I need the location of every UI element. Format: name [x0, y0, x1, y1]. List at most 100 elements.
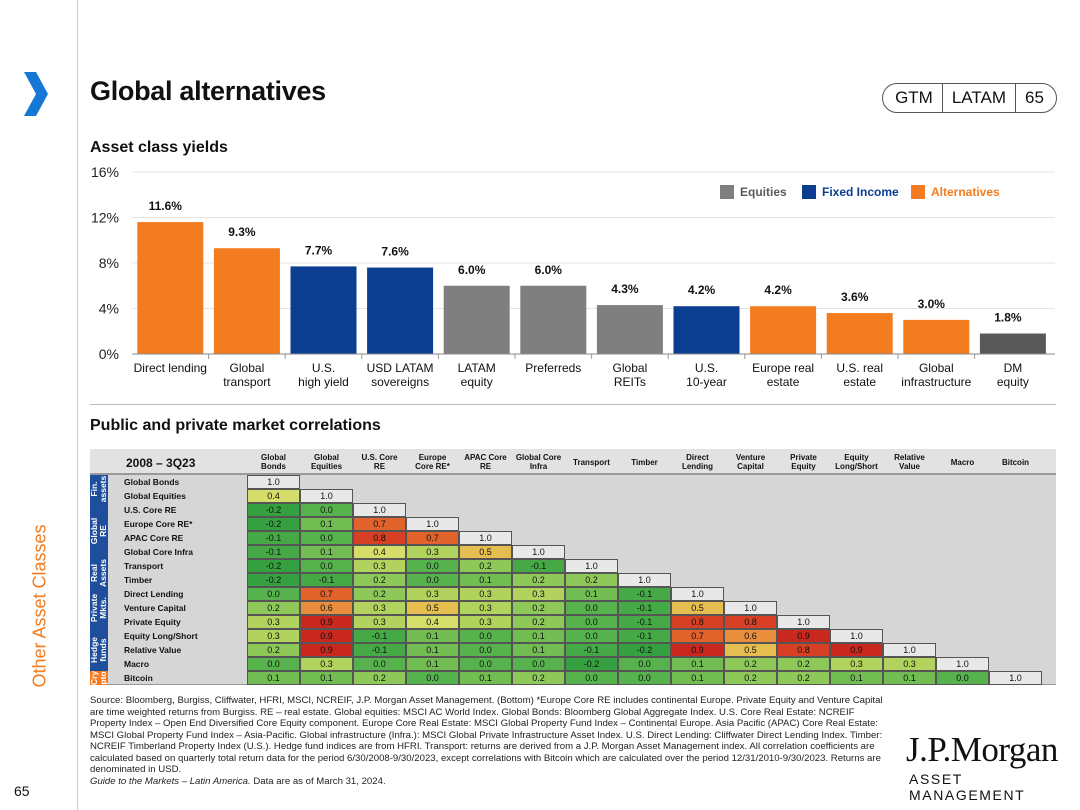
x-tick-label: high yield: [298, 375, 349, 389]
matrix-cell: 0.2: [512, 601, 565, 615]
matrix-cell: 0.2: [777, 671, 830, 685]
legend-swatch-equities: [720, 185, 734, 199]
matrix-cell: 0.9: [300, 643, 353, 657]
bar: [137, 222, 204, 354]
matrix-cell: 0.3: [830, 657, 883, 671]
page-title: Global alternatives: [90, 76, 326, 106]
x-tick-label: Global: [919, 361, 954, 375]
matrix-row-label: U.S. Core RE: [124, 505, 177, 515]
matrix-cell: 1.0: [777, 615, 830, 629]
matrix-cell: 0.3: [459, 601, 512, 615]
section-divider: [90, 404, 1056, 405]
bar-value-label: 9.3%: [228, 225, 256, 239]
matrix-row-label: Global Core Infra: [124, 547, 193, 557]
bar: [290, 266, 357, 354]
badge-gtm: GTM: [895, 88, 933, 107]
matrix-cell: -0.2: [565, 657, 618, 671]
page-number: 65: [14, 783, 30, 799]
matrix-cell: 0.0: [565, 671, 618, 685]
matrix-cell: -0.1: [618, 587, 671, 601]
matrix-cell: 1.0: [936, 657, 989, 671]
matrix-cell: 1.0: [830, 629, 883, 643]
matrix-cell: -0.1: [512, 559, 565, 573]
x-tick-label: equity: [461, 375, 493, 389]
matrix-cell: 0.0: [406, 671, 459, 685]
matrix-cell: 0.3: [512, 587, 565, 601]
sidebar: Other Asset Classes 65: [0, 0, 78, 810]
bar-value-label: 7.7%: [305, 243, 333, 257]
matrix-cell: -0.1: [247, 545, 300, 559]
x-tick-label: estate: [843, 375, 876, 389]
bar: [903, 319, 970, 354]
matrix-cell: 0.2: [724, 671, 777, 685]
correlation-matrix: 2008 – 3Q23 Global Bonds Global Equities U.S…: [89, 449, 1056, 687]
matrix-cell: -0.2: [618, 643, 671, 657]
matrix-cell: 0.3: [247, 629, 300, 643]
matrix-cell: -0.2: [247, 517, 300, 531]
matrix-cell: 0.3: [353, 615, 406, 629]
matrix-row-label: Venture Capital: [124, 603, 186, 613]
matrix-cell: 0.1: [565, 587, 618, 601]
matrix-cell: 0.1: [406, 629, 459, 643]
matrix-group-text: Global RE: [89, 517, 109, 545]
matrix-cell: 0.1: [671, 671, 724, 685]
matrix-group-text: Hedge funds: [89, 637, 109, 663]
matrix-cell: 0.7: [300, 587, 353, 601]
badge-divider: [941, 83, 943, 113]
y-tick-label: 4%: [99, 301, 119, 317]
matrix-column-header: Private Equity: [790, 453, 817, 471]
matrix-cell: -0.2: [247, 559, 300, 573]
matrix-group-label: Fin. assets: [89, 475, 108, 503]
x-tick-label: U.S.: [695, 361, 718, 375]
matrix-group-label: Global RE: [89, 503, 109, 559]
matrix-column-header: Europe Core RE*: [415, 453, 450, 471]
matrix-column-header: Venture Capital: [735, 453, 766, 471]
matrix-cell: 0.7: [671, 629, 724, 643]
matrix-column-header: Global Equities: [310, 453, 343, 471]
matrix-group-text: Cry pto: [89, 670, 108, 686]
matrix-row-label: Global Bonds: [124, 477, 180, 487]
matrix-row-label: Relative Value: [124, 645, 182, 655]
matrix-column-header: Global Core Infra: [515, 453, 562, 471]
matrix-cell: -0.1: [618, 629, 671, 643]
matrix-cell: 0.3: [459, 615, 512, 629]
matrix-cell: 0.8: [671, 615, 724, 629]
badge-region: LATAM: [951, 88, 1006, 107]
matrix-cell: 1.0: [989, 671, 1042, 685]
matrix-column-header: U.S. Core RE: [361, 453, 398, 471]
chevron-right-icon: [24, 72, 48, 116]
bar-value-label: 4.2%: [688, 283, 716, 297]
bar: [367, 267, 434, 354]
bar: [673, 306, 740, 354]
bar: [596, 305, 663, 354]
matrix-cell: 0.4: [353, 545, 406, 559]
x-tick-label: DM: [1004, 361, 1023, 375]
matrix-cell: -0.1: [300, 573, 353, 587]
x-tick-label: 10-year: [686, 375, 727, 389]
matrix-cell: 0.3: [300, 657, 353, 671]
matrix-cell: 0.2: [565, 573, 618, 587]
matrix-cell: 0.2: [724, 657, 777, 671]
matrix-cell: 0.3: [353, 601, 406, 615]
matrix-cell: 0.0: [300, 559, 353, 573]
matrix-row-label: Direct Lending: [124, 589, 184, 599]
bar-value-label: 3.6%: [841, 290, 869, 304]
x-tick-label: transport: [223, 375, 271, 389]
legend-label-fixed-income: Fixed Income: [822, 185, 899, 199]
matrix-header: 2008 – 3Q23 Global Bonds Global Equities U.S…: [90, 449, 1056, 475]
matrix-cell: 1.0: [671, 587, 724, 601]
matrix-cell: 0.2: [459, 559, 512, 573]
matrix-cell: 0.2: [512, 573, 565, 587]
section-label: Other Asset Classes: [29, 524, 50, 688]
bar-value-label: 4.3%: [611, 282, 639, 296]
matrix-group-text: Fin. assets: [89, 475, 108, 503]
matrix-cell: 0.2: [353, 587, 406, 601]
y-tick-label: 12%: [91, 210, 119, 226]
matrix-row-label: Europe Core RE*: [124, 519, 193, 529]
bar-value-label: 6.0%: [535, 263, 563, 277]
x-tick-label: Europe real: [752, 361, 814, 375]
matrix-row-label: APAC Core RE: [124, 533, 184, 543]
matrix-cell: 0.0: [565, 629, 618, 643]
x-tick-label: Global: [613, 361, 648, 375]
matrix-cell: 0.5: [724, 643, 777, 657]
